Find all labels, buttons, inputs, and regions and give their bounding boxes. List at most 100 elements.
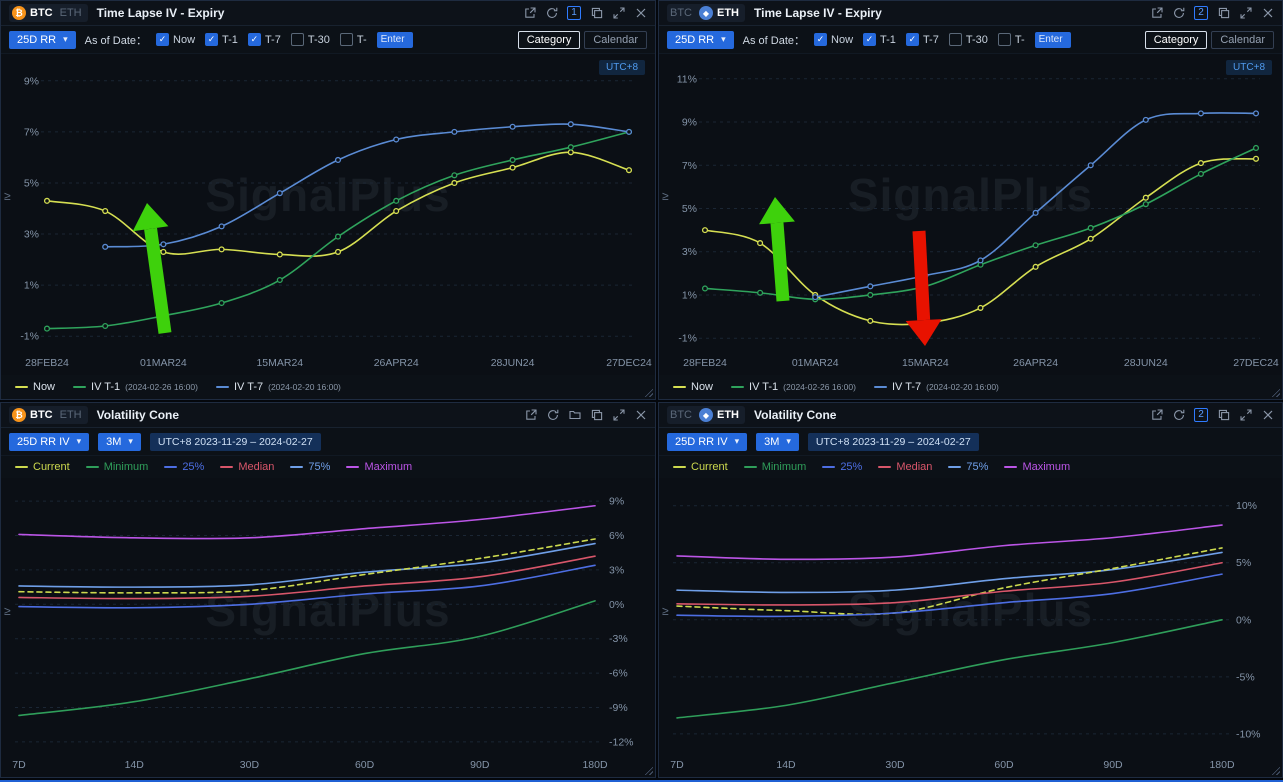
legend-item-25-[interactable]: 25%: [822, 461, 862, 473]
legend-label: IV T-1: [91, 381, 121, 393]
coin-toggle: BTC ◆ ETH: [667, 406, 745, 424]
asof-checkbox-t-30[interactable]: T-30: [290, 33, 330, 46]
view-toggle-calendar[interactable]: Calendar: [584, 30, 647, 49]
asof-checkbox-now[interactable]: ✓ Now: [814, 33, 853, 46]
legend-item-iv-t-1[interactable]: IV T-1 (2024-02-26 16:00): [73, 381, 198, 393]
legend-item-iv-t-1[interactable]: IV T-1 (2024-02-26 16:00): [731, 381, 856, 393]
panel-eth-time-lapse-iv: BTC ◆ ETH Time Lapse IV - Expiry 2 25D R…: [658, 0, 1283, 400]
svg-text:01MAR24: 01MAR24: [792, 357, 839, 369]
y-axis-scale-icon[interactable]: ≥: [4, 188, 11, 203]
fullscreen-icon[interactable]: [1239, 409, 1252, 422]
duplicate-icon[interactable]: [590, 409, 603, 422]
view-toggle-category[interactable]: Category: [517, 30, 581, 49]
legend-item-75-[interactable]: 75%: [290, 461, 330, 473]
fullscreen-icon[interactable]: [1239, 7, 1252, 20]
coin-eth[interactable]: ◆ ETH: [699, 6, 739, 20]
period-dropdown[interactable]: 3M ▾: [98, 432, 141, 451]
legend-item-current[interactable]: Current: [673, 461, 728, 473]
asof-checkbox-t-[interactable]: T-: [997, 33, 1025, 46]
legend-item-25-[interactable]: 25%: [164, 461, 204, 473]
asof-checkbox-t-7[interactable]: ✓ T-7: [905, 33, 939, 46]
toolbar: 25D RR ▾ As of Date： ✓ Now ✓ T-1 ✓ T-7 T-30 T- …: [659, 26, 1282, 54]
resize-handle-icon[interactable]: [1271, 766, 1280, 775]
legend-item-now[interactable]: Now: [673, 381, 713, 393]
chart-count-badge[interactable]: 1: [567, 6, 581, 20]
asof-checkbox-t-[interactable]: T-: [339, 33, 367, 46]
svg-text:3%: 3%: [609, 564, 624, 576]
custom-days-input[interactable]: [1034, 31, 1071, 48]
view-toggle-calendar[interactable]: Calendar: [1211, 30, 1274, 49]
coin-eth[interactable]: ◆ ETH: [699, 408, 739, 422]
close-icon[interactable]: [1261, 409, 1274, 422]
close-icon[interactable]: [634, 409, 647, 422]
panel-title: Time Lapse IV - Expiry: [96, 6, 225, 20]
coin-btc[interactable]: ₿ BTC: [12, 6, 53, 20]
legend-item-median[interactable]: Median: [878, 461, 932, 473]
folder-icon[interactable]: [568, 409, 581, 422]
legend-item-minimum[interactable]: Minimum: [743, 461, 806, 473]
panel-header: BTC ◆ ETH Volatility Cone 2: [659, 403, 1282, 428]
fullscreen-icon[interactable]: [612, 7, 625, 20]
checkbox-label: T-7: [264, 33, 281, 46]
asof-checkbox-t-1[interactable]: ✓ T-1: [863, 33, 896, 46]
duplicate-icon[interactable]: [1217, 409, 1230, 422]
legend-label: Current: [691, 461, 728, 473]
legend-item-maximum[interactable]: Maximum: [1004, 461, 1070, 473]
panel-title: Volatility Cone: [754, 408, 837, 422]
resize-handle-icon[interactable]: [644, 766, 653, 775]
close-icon[interactable]: [634, 7, 647, 20]
fullscreen-icon[interactable]: [612, 409, 625, 422]
legend-dash-icon: [743, 466, 757, 468]
svg-text:-1%: -1%: [678, 333, 697, 345]
open-in-new-icon[interactable]: [523, 7, 536, 20]
chart-count-badge[interactable]: 2: [1194, 408, 1208, 422]
refresh-icon[interactable]: [1172, 7, 1185, 20]
asof-checkbox-t-1[interactable]: ✓ T-1: [205, 33, 238, 46]
open-in-new-icon[interactable]: [1150, 7, 1163, 20]
duplicate-icon[interactable]: [590, 7, 603, 20]
resize-handle-icon[interactable]: [1271, 388, 1280, 397]
metric-dropdown[interactable]: 25D RR IV ▾: [667, 432, 748, 451]
duplicate-icon[interactable]: [1217, 7, 1230, 20]
coin-btc[interactable]: BTC: [670, 409, 692, 421]
metric-dropdown[interactable]: 25D RR ▾: [9, 30, 76, 49]
legend-item-75-[interactable]: 75%: [948, 461, 988, 473]
legend-label: 25%: [182, 461, 205, 473]
open-in-new-icon[interactable]: [1150, 409, 1163, 422]
checkbox-label: T-: [356, 33, 367, 46]
coin-btc[interactable]: BTC: [670, 7, 692, 19]
refresh-icon[interactable]: [1172, 409, 1185, 422]
legend-dash-icon: [290, 466, 304, 468]
legend-item-minimum[interactable]: Minimum: [85, 461, 148, 473]
open-in-new-icon[interactable]: [524, 409, 537, 422]
asof-checkbox-t-7[interactable]: ✓ T-7: [247, 33, 281, 46]
period-dropdown[interactable]: 3M ▾: [756, 432, 799, 451]
y-axis-scale-icon[interactable]: ≥: [662, 188, 669, 203]
refresh-icon[interactable]: [545, 7, 558, 20]
legend-item-iv-t-7[interactable]: IV T-7 (2024-02-20 16:00): [873, 381, 999, 393]
asof-checkbox-t-30[interactable]: T-30: [948, 33, 988, 46]
coin-btc[interactable]: ₿ BTC: [12, 408, 53, 422]
refresh-icon[interactable]: [546, 409, 559, 422]
coin-eth-label: ETH: [717, 7, 739, 19]
checkbox-label: Now: [831, 33, 854, 46]
legend-item-now[interactable]: Now: [15, 381, 55, 393]
legend-item-iv-t-7[interactable]: IV T-7 (2024-02-20 16:00): [215, 381, 341, 393]
custom-days-input[interactable]: [376, 31, 413, 48]
close-icon[interactable]: [1261, 7, 1274, 20]
metric-dropdown[interactable]: 25D RR ▾: [667, 30, 734, 49]
coin-eth[interactable]: ETH: [59, 7, 82, 19]
coin-eth[interactable]: ETH: [59, 409, 82, 421]
chart-count-badge[interactable]: 2: [1194, 6, 1208, 20]
y-axis-scale-icon[interactable]: ≥: [4, 603, 11, 618]
legend-item-current[interactable]: Current: [15, 461, 70, 473]
legend-label: IV T-7: [233, 381, 264, 393]
metric-dropdown[interactable]: 25D RR IV ▾: [9, 432, 90, 451]
view-toggle-category[interactable]: Category: [1144, 30, 1208, 49]
resize-handle-icon[interactable]: [644, 388, 653, 397]
time-lapse-chart: 11% 9% 7% 5% 3% 1% -1% 28FEB24 01MAR24 15MAR24 26A…: [677, 73, 1279, 369]
y-axis-scale-icon[interactable]: ≥: [662, 603, 669, 618]
legend-item-median[interactable]: Median: [220, 461, 274, 473]
asof-checkbox-now[interactable]: ✓ Now: [156, 33, 195, 46]
legend-item-maximum[interactable]: Maximum: [346, 461, 412, 473]
